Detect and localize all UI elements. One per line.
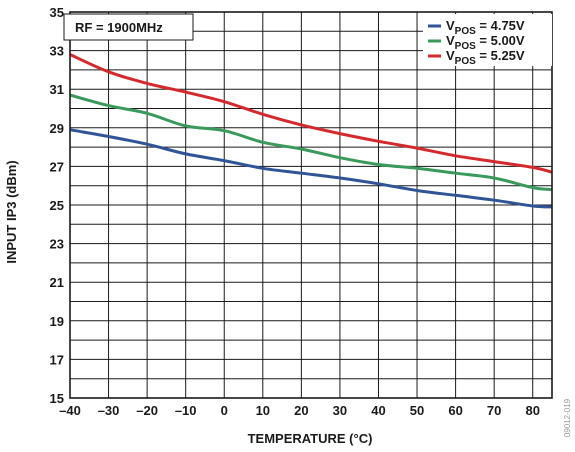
x-tick-label: –20 bbox=[136, 403, 158, 418]
y-tick-label: 21 bbox=[50, 275, 64, 290]
y-tick-labels: 15 17 19 21 23 25 27 29 31 33 35 bbox=[50, 5, 64, 406]
x-axis-title: TEMPERATURE (°C) bbox=[248, 431, 373, 446]
x-tick-label: 0 bbox=[221, 403, 228, 418]
series-lines bbox=[69, 53, 553, 209]
y-tick-label: 25 bbox=[50, 198, 64, 213]
rf-annotation: RF = 1900MHz bbox=[63, 13, 194, 41]
series-line-1 bbox=[69, 93, 553, 192]
y-tick-label: 35 bbox=[50, 5, 64, 20]
x-tick-labels: –40 –30 –20 –10 0 10 20 30 40 50 60 70 80 bbox=[59, 403, 540, 418]
y-tick-label: 29 bbox=[50, 121, 64, 136]
legend-label-2: VPOS = 5.25V bbox=[446, 48, 525, 67]
x-tick-label: –40 bbox=[59, 403, 81, 418]
x-tick-label: 10 bbox=[256, 403, 270, 418]
x-tick-label: 60 bbox=[448, 403, 462, 418]
rf-annotation-text: RF = 1900MHz bbox=[75, 20, 163, 35]
x-tick-label: 70 bbox=[487, 403, 501, 418]
y-tick-label: 23 bbox=[50, 237, 64, 252]
y-tick-label: 17 bbox=[50, 352, 64, 367]
y-axis-title: INPUT IP3 (dBm) bbox=[4, 160, 19, 263]
legend-label-0: VPOS = 4.75V bbox=[446, 18, 525, 37]
y-tick-label: 33 bbox=[50, 44, 64, 59]
y-tick-label: 27 bbox=[50, 159, 64, 174]
figure-id: 09012-019 bbox=[563, 398, 572, 437]
x-tick-label: 40 bbox=[371, 403, 385, 418]
y-tick-label: 19 bbox=[50, 314, 64, 329]
x-tick-label: 50 bbox=[410, 403, 424, 418]
x-tick-label: 80 bbox=[525, 403, 539, 418]
x-tick-label: 20 bbox=[294, 403, 308, 418]
legend-label-1: VPOS = 5.00V bbox=[446, 33, 525, 52]
y-tick-label: 31 bbox=[50, 82, 64, 97]
x-tick-label: –10 bbox=[175, 403, 197, 418]
series-line-0 bbox=[69, 128, 553, 209]
y-tick-label: 15 bbox=[50, 391, 64, 406]
plot-frame bbox=[69, 11, 553, 399]
series-line-2 bbox=[69, 53, 553, 174]
grid-lines bbox=[69, 11, 552, 399]
x-tick-label: 30 bbox=[333, 403, 347, 418]
x-tick-label: –30 bbox=[98, 403, 120, 418]
